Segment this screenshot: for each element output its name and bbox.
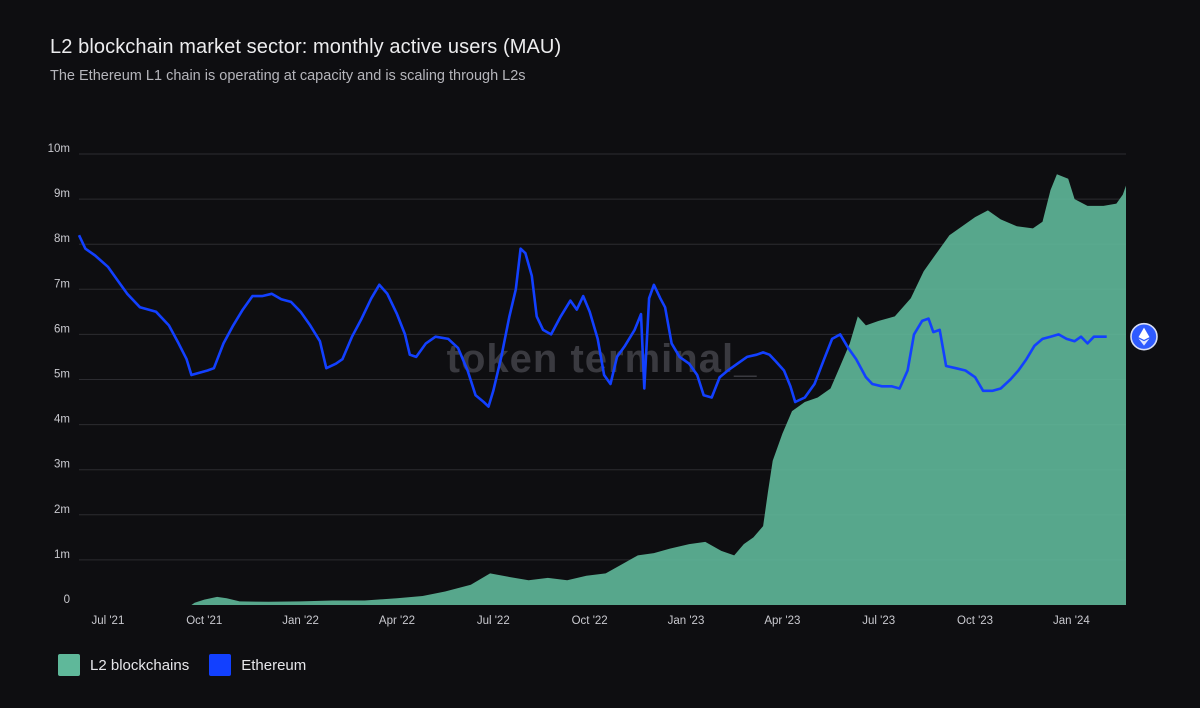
y-tick-label: 0 bbox=[64, 594, 70, 606]
y-tick-label: 1m bbox=[54, 549, 70, 561]
y-tick-label: 9m bbox=[54, 188, 70, 200]
legend-item-l2[interactable]: L2 blockchains bbox=[58, 654, 189, 676]
x-tick-label: Oct '22 bbox=[572, 615, 608, 627]
series-ethereum-line bbox=[77, 234, 1107, 408]
legend-label-ethereum: Ethereum bbox=[241, 656, 307, 674]
x-tick-label: Jul '23 bbox=[862, 615, 895, 627]
y-tick-label: 10m bbox=[48, 143, 70, 155]
chart-title: L2 blockchain market sector: monthly act… bbox=[50, 36, 562, 58]
legend-swatch-ethereum bbox=[209, 654, 232, 676]
x-tick-label: Jan '24 bbox=[1053, 615, 1090, 627]
x-tick-label: Oct '21 bbox=[186, 615, 222, 627]
x-tick-label: Jul '21 bbox=[91, 615, 124, 627]
x-tick-label: Jan '23 bbox=[668, 615, 705, 627]
chart-subtitle: The Ethereum L1 chain is operating at ca… bbox=[50, 68, 526, 84]
ethereum-logo-icon[interactable] bbox=[1130, 322, 1158, 351]
y-tick-label: 6m bbox=[54, 323, 70, 335]
y-axis-labels: 0 1m 2m 3m 4m 5m 6m 7m 8m 9m 10m bbox=[48, 143, 70, 606]
y-tick-label: 7m bbox=[54, 278, 70, 290]
y-tick-label: 4m bbox=[54, 414, 70, 426]
series-l2-blockchains-area bbox=[79, 174, 1126, 606]
x-axis-labels: Jul '21 Oct '21 Jan '22 Apr '22 Jul '22 Oct '… bbox=[91, 615, 1090, 627]
x-tick-label: Jan '22 bbox=[282, 615, 319, 627]
eth-diamond-top bbox=[1138, 327, 1150, 340]
eth-diamond-bottom bbox=[1138, 338, 1150, 346]
x-tick-label: Apr '23 bbox=[764, 615, 800, 627]
y-tick-label: 8m bbox=[54, 233, 70, 245]
x-tick-label: Apr '22 bbox=[379, 615, 415, 627]
x-tick-label: Oct '23 bbox=[957, 615, 993, 627]
legend-swatch-l2 bbox=[58, 654, 80, 676]
legend-item-ethereum[interactable]: Ethereum bbox=[209, 654, 306, 676]
legend: L2 blockchains Ethereum bbox=[58, 654, 312, 676]
x-tick-label: Jul '22 bbox=[477, 615, 510, 627]
legend-label-l2: L2 blockchains bbox=[90, 656, 190, 674]
y-tick-label: 2m bbox=[54, 504, 70, 516]
y-tick-label: 5m bbox=[54, 369, 70, 381]
y-tick-label: 3m bbox=[54, 459, 70, 471]
